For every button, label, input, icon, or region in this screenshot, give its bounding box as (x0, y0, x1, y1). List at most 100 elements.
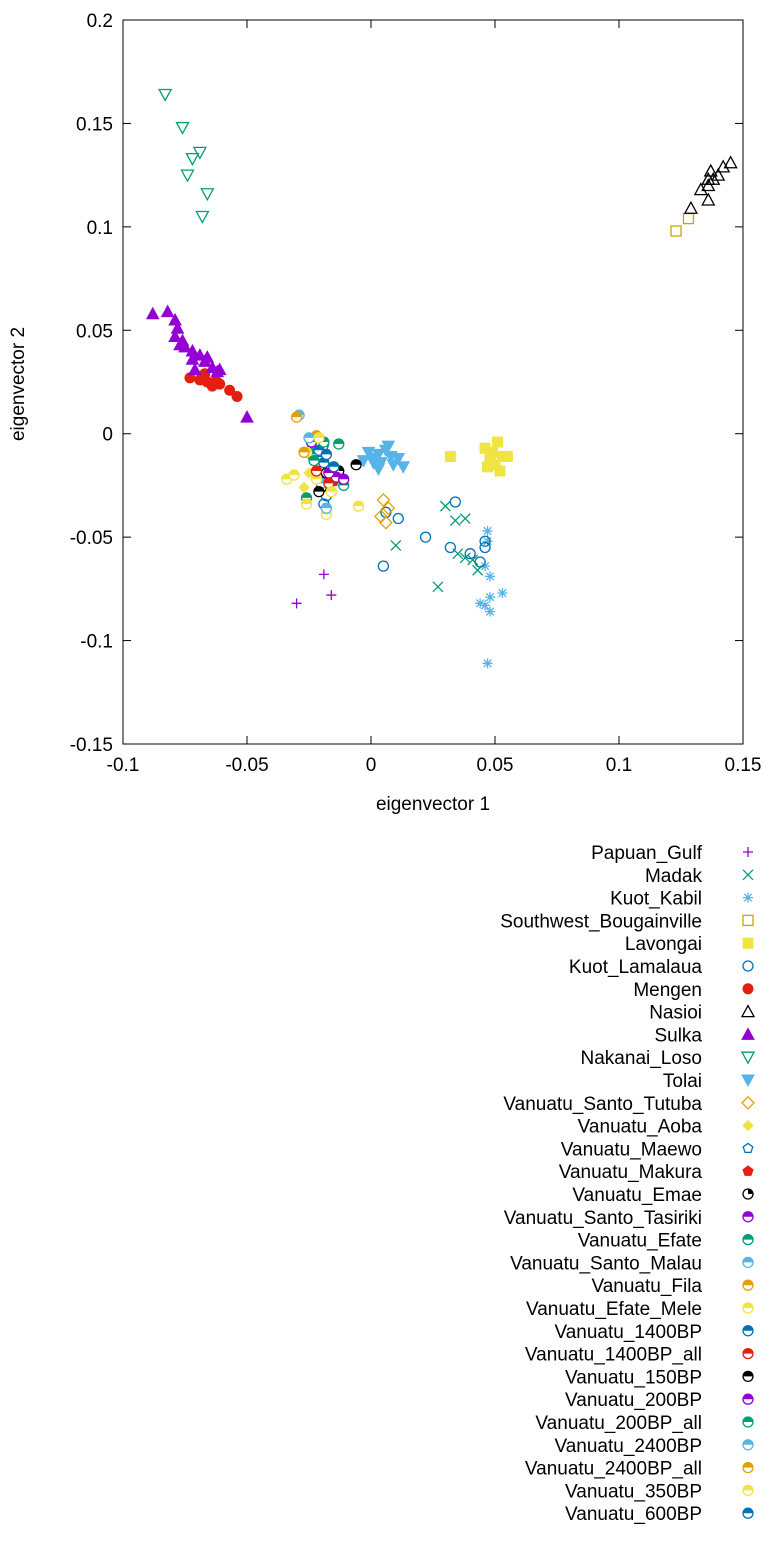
data-point (449, 496, 461, 508)
legend-label: Vanuatu_Makura (559, 1162, 703, 1183)
legend-marker (742, 869, 754, 881)
data-point (480, 561, 491, 572)
y-tick-label: -0.1 (80, 632, 113, 653)
data-point (703, 163, 718, 177)
data-point (482, 658, 493, 669)
legend-label: Vanuatu_1400BP_all (525, 1345, 702, 1366)
data-point (482, 536, 493, 547)
y-tick-label: 0.2 (87, 11, 113, 32)
data-point (356, 455, 371, 468)
legend-marker (742, 1325, 754, 1337)
data-point (479, 541, 491, 554)
data-point (320, 502, 333, 514)
series-papuan-gulf (291, 569, 337, 609)
data-point (474, 556, 486, 568)
legend-marker (742, 914, 754, 927)
series-vanuatu-600bp (320, 448, 340, 473)
legend-label: Vanuatu_150BP (565, 1367, 702, 1388)
data-point (371, 448, 386, 462)
data-point (378, 515, 393, 530)
data-point (290, 411, 303, 423)
data-point (701, 192, 716, 206)
data-point (326, 590, 337, 601)
data-point (381, 501, 396, 516)
data-point (485, 571, 496, 582)
data-point (300, 498, 313, 510)
legend-label: Vanuatu_2400BP (554, 1436, 702, 1457)
series-vanuatu-efate-mele (281, 446, 365, 521)
data-point (195, 210, 210, 224)
legend-label: Vanuatu_Santo_Tutuba (503, 1094, 702, 1115)
data-point (160, 304, 175, 318)
legend-marker (742, 1279, 754, 1291)
data-point (494, 465, 506, 477)
data-point (484, 453, 496, 465)
data-points (145, 88, 738, 669)
data-point (723, 155, 738, 169)
legend-marker (742, 937, 754, 949)
legend-label: Mengen (633, 980, 702, 1001)
legend-marker (740, 1051, 756, 1065)
legend-label: Vanuatu_1400BP (554, 1322, 702, 1343)
series-nakanai-loso (158, 88, 215, 224)
data-point (464, 548, 476, 560)
x-tick-label: 0.1 (606, 755, 632, 776)
data-point (381, 440, 396, 454)
data-point (352, 500, 365, 512)
series-southwest-bougainville (670, 212, 695, 237)
data-point (377, 560, 390, 572)
y-tick-label: 0.05 (76, 321, 113, 342)
data-point (374, 509, 388, 524)
data-point (325, 485, 337, 498)
legend-marker (742, 1370, 754, 1383)
data-point (350, 459, 362, 471)
data-point (449, 515, 461, 527)
data-point (173, 337, 187, 351)
x-axis-label: eigenvector 1 (376, 794, 490, 815)
data-point (320, 448, 333, 461)
legend-label: Vanuatu_200BP (565, 1390, 702, 1411)
data-point (475, 598, 486, 609)
legend-marker (743, 847, 753, 857)
series-vanuatu-2400bp (303, 432, 333, 514)
data-point (716, 159, 731, 173)
axes: -0.1 -0.05 0 0.05 0.1 0.15-0.15-0.1-0.0500.05… (70, 11, 762, 776)
data-point (386, 459, 401, 472)
legend-marker (742, 983, 754, 995)
plot-frame (122, 19, 744, 745)
data-point (168, 329, 182, 342)
data-point (485, 592, 496, 603)
legend-label: Vanuatu_Efate (578, 1231, 702, 1252)
legend-label: Vanuatu_Efate_Mele (526, 1299, 702, 1320)
y-axis-label: eigenvector 2 (8, 327, 29, 441)
legend-marker (742, 1439, 754, 1451)
legend-label: Lavongai (625, 934, 702, 955)
data-point (392, 512, 404, 525)
legend-label: Vanuatu_350BP (565, 1481, 702, 1502)
legend-label: Tolai (663, 1071, 702, 1092)
data-point (376, 492, 391, 507)
legend-label: Papuan_Gulf (591, 843, 703, 864)
data-point (175, 121, 190, 135)
series-kuot-kabil (475, 525, 508, 669)
legend-marker (742, 960, 754, 972)
legend-label: Vanuatu_Fila (591, 1276, 702, 1297)
legend-marker (741, 1027, 755, 1040)
legend-marker (742, 1416, 754, 1428)
y-tick-label: -0.05 (70, 528, 113, 549)
data-point (328, 461, 340, 473)
data-point (298, 446, 310, 458)
data-point (185, 152, 200, 166)
data-point (682, 212, 695, 225)
data-point (209, 376, 221, 388)
series-vanuatu-santo-tutuba (374, 492, 396, 530)
legend-marker (742, 1347, 754, 1360)
y-tick-label: 0.1 (87, 218, 113, 239)
data-point (711, 167, 726, 181)
legend-marker (742, 1484, 754, 1497)
data-point (444, 541, 457, 554)
y-tick-label: 0 (102, 425, 113, 446)
data-point (701, 171, 716, 185)
legend-label: Vanuatu_Maewo (561, 1139, 702, 1160)
